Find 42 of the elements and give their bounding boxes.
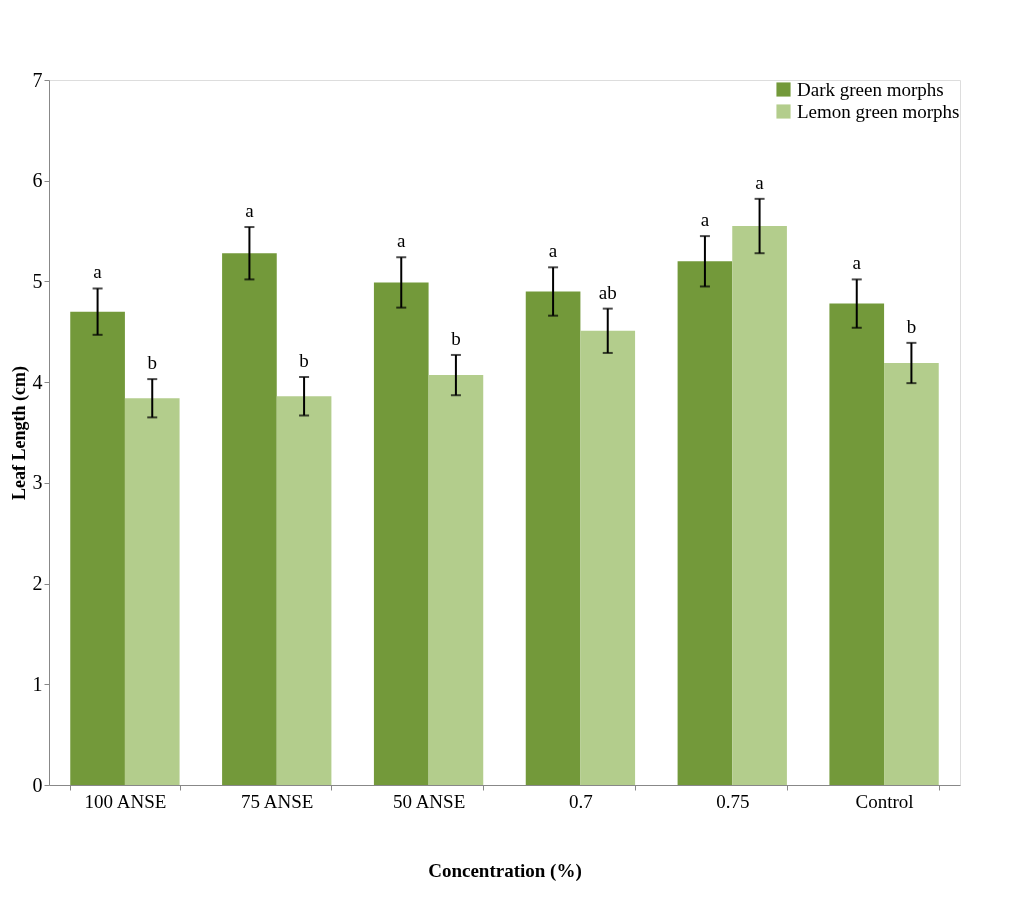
legend-label: Dark green morphs — [797, 78, 944, 100]
legend-label: Lemon green morphs — [797, 100, 960, 122]
y-tick-label: 5 — [32, 269, 43, 292]
bar — [70, 311, 125, 785]
x-tick-label: 100 ANSE — [84, 790, 167, 812]
x-tick-label: 75 ANSE — [241, 790, 314, 812]
y-tick-label: 3 — [32, 471, 43, 494]
x-tick-label: 50 ANSE — [392, 790, 466, 812]
y-tick-label: 6 — [32, 169, 43, 192]
y-tick-label: 1 — [32, 672, 43, 695]
bar — [677, 261, 733, 785]
y-axis-title: Leaf Length (cm) — [8, 366, 30, 500]
bar — [428, 375, 484, 785]
data-label: a — [397, 230, 407, 252]
bar — [276, 396, 332, 785]
y-tick-label: 0 — [32, 773, 43, 796]
data-label: b — [147, 352, 157, 374]
data-label: a — [245, 200, 255, 222]
data-label: a — [700, 209, 710, 231]
y-tick-label: 4 — [32, 370, 43, 393]
x-axis-title: Concentration (%) — [428, 859, 582, 882]
data-label: b — [906, 315, 917, 337]
data-label: a — [548, 240, 558, 262]
bar — [373, 282, 429, 785]
bar — [525, 291, 581, 785]
bar — [124, 398, 180, 785]
bar — [884, 363, 939, 785]
bar — [732, 226, 787, 785]
bar — [829, 303, 885, 785]
y-tick-label: 2 — [32, 572, 43, 595]
y-tick-label: 7 — [32, 68, 43, 91]
x-tick-label: 0.7 — [569, 790, 593, 812]
data-label: ab — [598, 281, 617, 303]
data-label: a — [755, 171, 765, 193]
data-label: a — [852, 252, 862, 274]
data-label: b — [451, 327, 461, 349]
bar — [222, 253, 277, 785]
x-tick-label: 0.75 — [716, 790, 750, 812]
data-label: a — [93, 261, 103, 283]
bar — [580, 330, 636, 785]
data-label: b — [299, 350, 309, 372]
x-tick-label: Control — [855, 790, 914, 812]
